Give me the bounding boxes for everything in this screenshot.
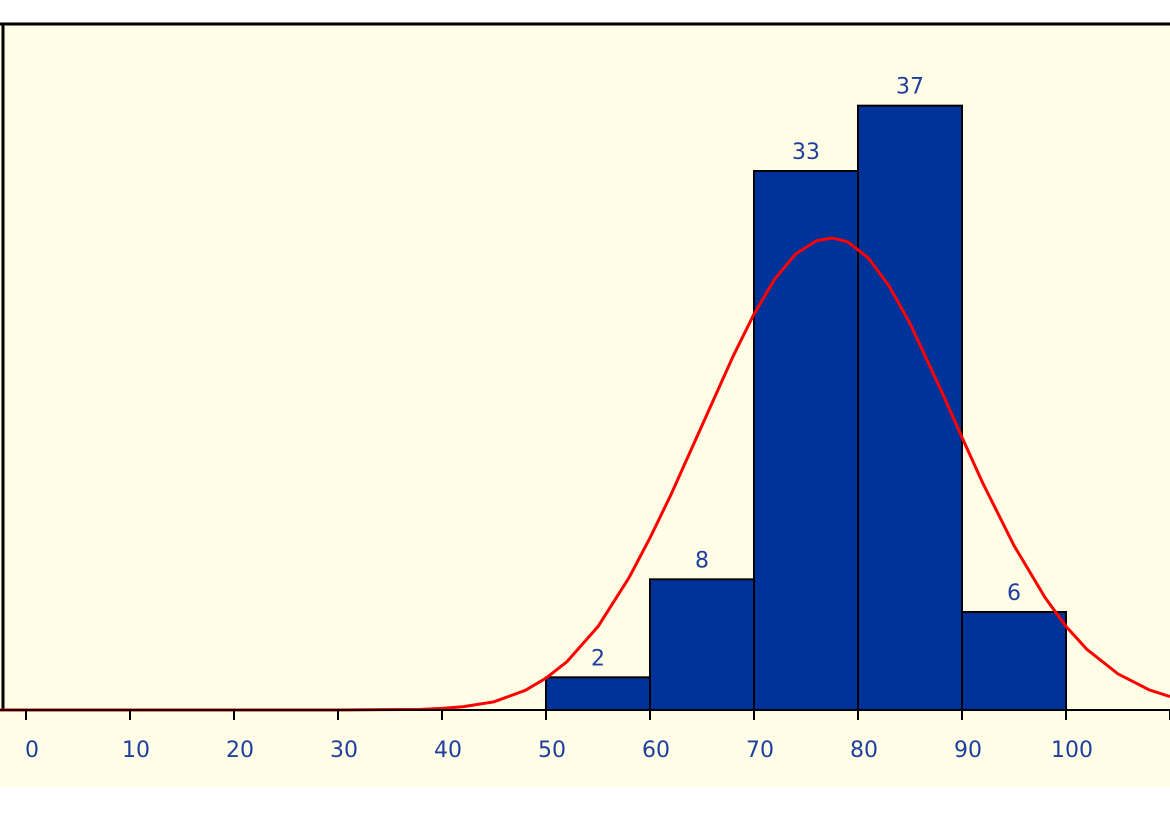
bar-value-label: 6	[1007, 581, 1021, 606]
x-axis-ticks	[25, 710, 1170, 720]
bar-value-label: 2	[591, 646, 605, 671]
normal-curve	[0, 236, 1170, 712]
x-axis-tick-label: 0	[25, 738, 39, 763]
histogram-bar	[857, 104, 963, 711]
x-axis-tick-labels: 0 10 20 30 40 50 60 70 80 90 100	[25, 738, 1093, 763]
x-axis-tick-label: 30	[330, 738, 358, 763]
x-axis-tick-label: 10	[122, 738, 150, 763]
bar-value-label: 33	[792, 140, 820, 165]
bar-value-label: 37	[896, 75, 924, 100]
x-axis-tick-label: 80	[850, 738, 878, 763]
x-axis-tick-label: 40	[434, 738, 462, 763]
x-axis-tick-label: 100	[1051, 738, 1093, 763]
x-axis-tick-label: 70	[746, 738, 774, 763]
bar-value-label: 8	[695, 548, 709, 573]
x-axis-tick-label: 50	[538, 738, 566, 763]
histogram-bar	[961, 611, 1067, 711]
histogram-bars	[545, 104, 1067, 711]
histogram-bar	[545, 676, 651, 711]
x-axis-tick-label: 20	[226, 738, 254, 763]
histogram-bar	[649, 578, 755, 711]
bar-value-labels: 2 8 33 37 6	[591, 75, 1021, 672]
x-axis-tick-label: 60	[642, 738, 670, 763]
histogram-bar	[753, 170, 859, 711]
x-axis-tick-label: 90	[954, 738, 982, 763]
